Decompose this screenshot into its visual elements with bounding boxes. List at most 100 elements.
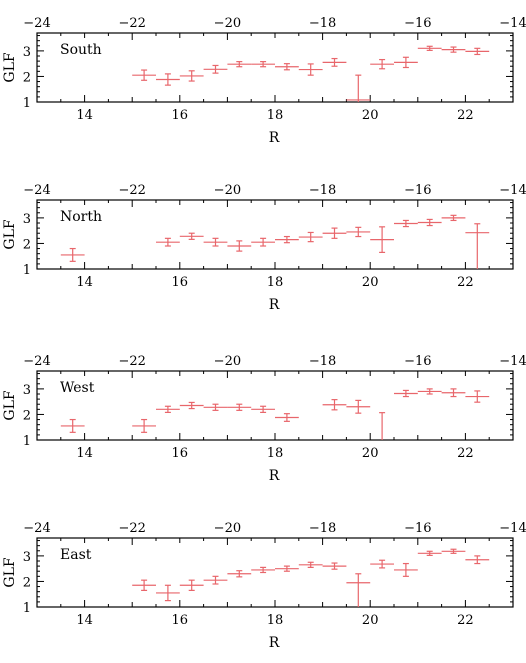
top-tick-label: −24 [23, 521, 50, 536]
x-tick-label: 22 [457, 108, 474, 123]
data-point [465, 223, 490, 269]
data-point [394, 389, 418, 398]
data-point [322, 227, 347, 239]
plot-frame [36, 199, 514, 270]
panel-label: West [60, 380, 95, 396]
data-point [275, 63, 299, 71]
data-point [370, 226, 394, 253]
top-tick-label: −22 [118, 521, 145, 536]
data-point [346, 74, 371, 102]
data-point [156, 405, 180, 413]
top-tick-label: −16 [404, 183, 431, 198]
x-tick-label: 14 [76, 275, 93, 290]
y-tick-label: 3 [23, 212, 31, 227]
x-tick-label: 20 [362, 275, 379, 290]
data-point [417, 45, 442, 51]
top-tick-label: −18 [309, 16, 336, 31]
data-point [346, 399, 371, 414]
top-tick-label: −22 [118, 183, 145, 198]
y-tick-label: 2 [23, 408, 31, 423]
y-tick-label: 1 [23, 601, 31, 616]
panel-label: South [60, 42, 102, 58]
x-tick-label: 16 [172, 275, 189, 290]
data-point [465, 555, 490, 565]
data-point [441, 214, 466, 222]
data-point [322, 399, 347, 411]
x-axis-label: R [269, 297, 280, 313]
data-point [132, 69, 156, 81]
data-point [298, 63, 323, 76]
data-point [60, 418, 85, 433]
top-tick-label: −20 [214, 521, 241, 536]
data-point [394, 219, 418, 228]
panel-label: North [60, 209, 102, 225]
data-point [203, 403, 228, 411]
data-point [179, 579, 204, 591]
data-point [227, 403, 252, 411]
data-point [441, 388, 466, 398]
top-tick-label: −14 [499, 183, 526, 198]
top-tick-label: −22 [118, 16, 145, 31]
data-point [60, 247, 85, 262]
x-tick-label: 14 [76, 108, 93, 123]
data-point [251, 405, 275, 413]
panel-south: 14 16 18 20 22 −24 −22 −20 −18 −16 −14 1 2 3 R GLF South [2, 16, 526, 146]
top-tick-label: −24 [23, 354, 50, 369]
y-tick-label: 3 [23, 45, 31, 60]
data-point [156, 237, 180, 247]
x-tick-label: 20 [362, 108, 379, 123]
data-point [203, 64, 228, 74]
data-point [132, 579, 156, 591]
y-tick-label: 3 [23, 550, 31, 565]
y-tick-label: 2 [23, 70, 31, 85]
top-tick-label: −20 [214, 16, 241, 31]
data-point [227, 240, 252, 252]
x-tick-label: 22 [457, 613, 474, 628]
y-tick-label: 1 [23, 96, 31, 111]
data-point [156, 73, 180, 86]
x-axis-label: R [269, 468, 280, 484]
data-point [251, 566, 275, 574]
x-tick-label: 16 [172, 446, 189, 461]
top-tick-label: −18 [309, 183, 336, 198]
data-point [275, 235, 299, 244]
x-tick-label: 18 [267, 108, 284, 123]
y-axis-label: GLF [2, 557, 18, 587]
x-tick-label: 20 [362, 446, 379, 461]
plot-frame [36, 32, 514, 103]
data-point [417, 388, 442, 395]
data-point [203, 575, 228, 585]
data-point [370, 58, 394, 70]
data-point [298, 561, 323, 568]
top-tick-label: −18 [309, 521, 336, 536]
x-tick-label: 18 [267, 613, 284, 628]
top-tick-label: −14 [499, 354, 526, 369]
data-point [441, 46, 466, 53]
data-point [441, 548, 466, 554]
y-tick-label: 1 [23, 434, 31, 449]
data-point [417, 218, 442, 227]
top-tick-label: −22 [118, 354, 145, 369]
top-tick-label: −24 [23, 183, 50, 198]
x-tick-label: 14 [76, 613, 93, 628]
y-tick-label: 3 [23, 383, 31, 398]
data-point [346, 226, 371, 238]
panel-label: East [60, 547, 92, 563]
top-tick-label: −16 [404, 521, 431, 536]
x-tick-label: 18 [267, 275, 284, 290]
x-tick-label: 16 [172, 613, 189, 628]
data-point [394, 56, 418, 69]
data-point [346, 573, 371, 607]
data-point [203, 237, 228, 247]
data-point [379, 412, 386, 440]
data-point [322, 57, 347, 67]
data-point [465, 390, 490, 403]
data-point [465, 47, 490, 56]
data-point [156, 584, 180, 602]
data-point [179, 232, 204, 240]
top-tick-label: −14 [499, 16, 526, 31]
data-point [370, 559, 394, 569]
top-tick-label: −14 [499, 521, 526, 536]
data-point [417, 550, 442, 556]
